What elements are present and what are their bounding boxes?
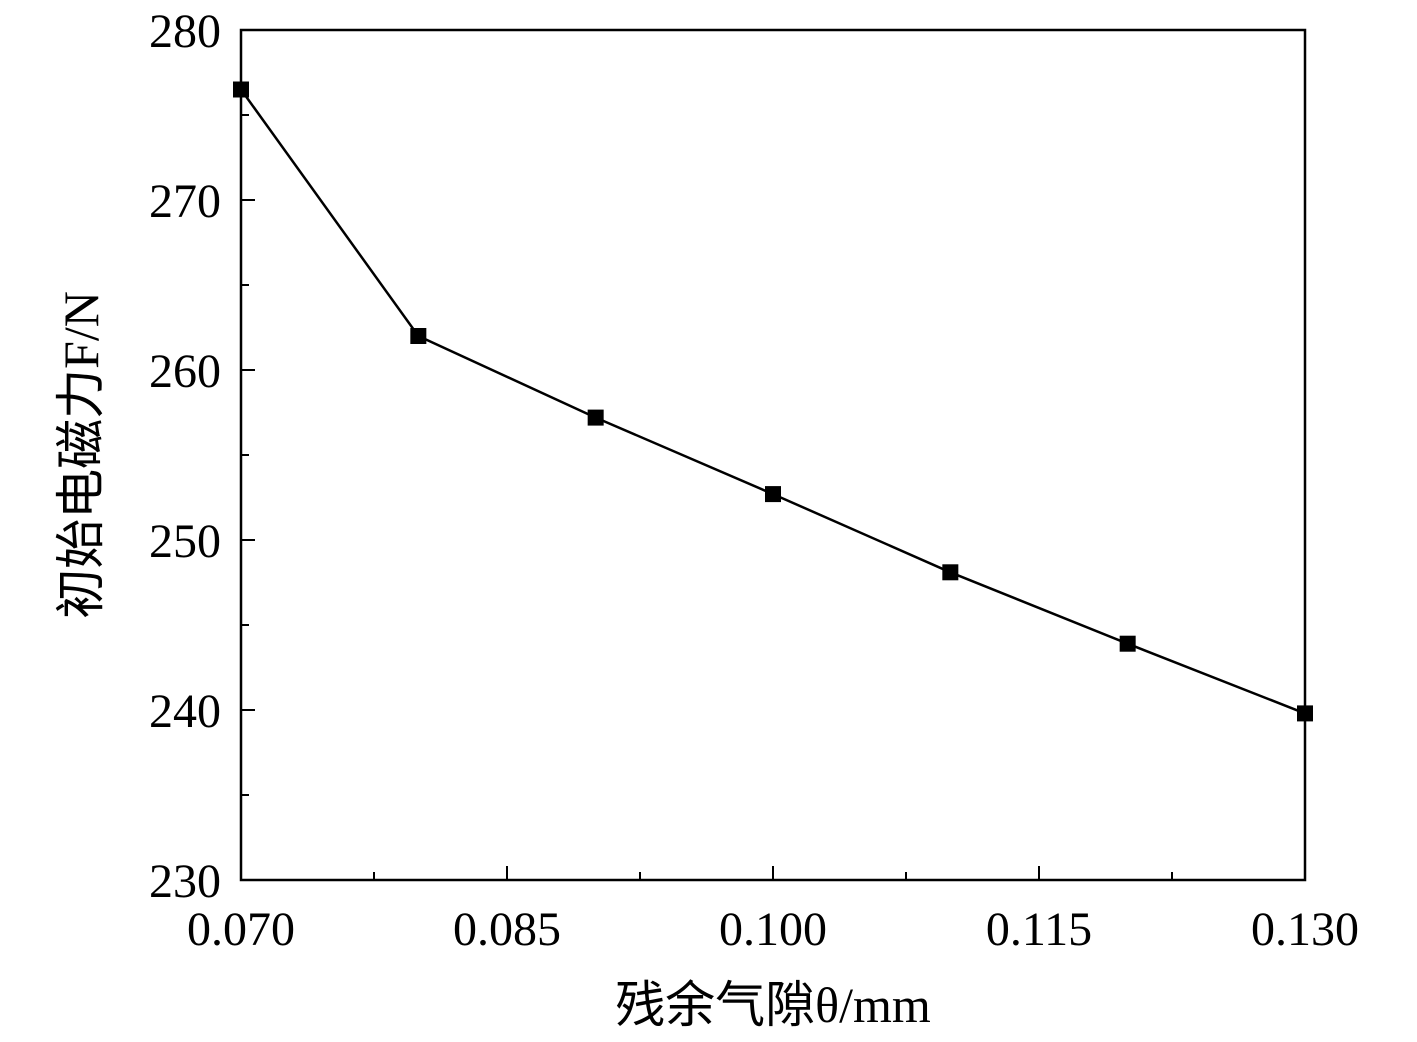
plot-frame [239,28,1307,882]
data-point [410,328,427,344]
y-axis-label: 初始电磁力F/N [53,291,109,619]
x-tick-label: 0.100 [719,903,827,956]
y-tick-label: 250 [149,515,221,568]
y-tick-label: 260 [149,345,221,398]
y-tick-label: 240 [149,685,221,738]
series-line [239,88,1306,715]
x-tick-label: 0.115 [986,903,1092,956]
x-tick-label: 0.130 [1251,903,1359,956]
y-tick-label: 270 [149,175,221,228]
y-tick-label: 280 [149,5,221,58]
data-point [233,81,249,98]
data-point [587,409,604,426]
data-point [1119,635,1136,652]
x-tick-label: 0.085 [453,903,561,956]
data-point [942,564,959,581]
y-tick-label: 230 [149,855,221,908]
data-point [765,486,781,503]
x-axis-label: 残余气隙θ/mm [615,977,931,1033]
x-tick-label: 0.070 [187,903,295,956]
data-point [1297,705,1313,722]
